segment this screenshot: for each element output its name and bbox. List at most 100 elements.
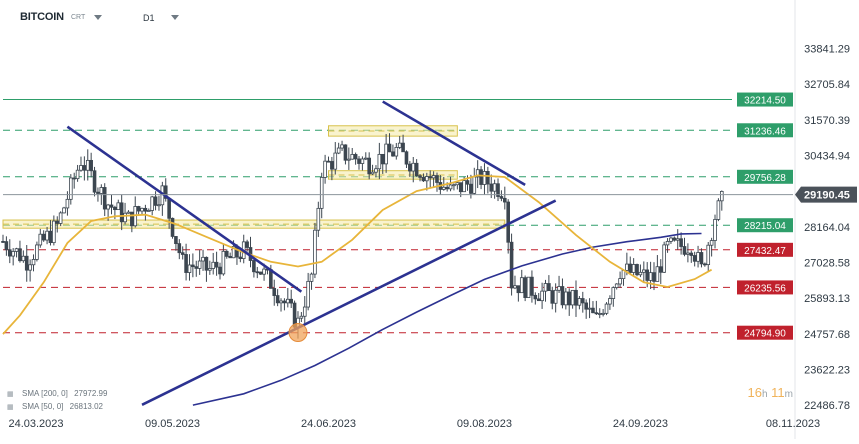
candle-body (523, 277, 527, 298)
indicator-value: 26813.02 (69, 402, 103, 411)
candle-body (665, 241, 670, 246)
candle-body (89, 159, 93, 172)
level-label: 32214.50 (744, 96, 786, 107)
candle-body (530, 276, 534, 296)
candle-body (567, 291, 572, 306)
candle-body (282, 300, 287, 304)
candle-body (408, 163, 412, 172)
candle-body (140, 207, 144, 212)
candle-body (377, 153, 382, 170)
candle-body (69, 177, 73, 200)
countdown-minutes-unit: m (784, 389, 793, 400)
candle-body (614, 283, 619, 288)
candle-body (106, 204, 110, 210)
candle-body (333, 152, 338, 170)
candle-body (611, 287, 616, 299)
candle-body (703, 263, 707, 266)
candle-body (113, 206, 117, 211)
candle-body (692, 255, 697, 262)
candle-body (570, 289, 575, 306)
price-axis[interactable] (795, 0, 859, 439)
candle-body (411, 162, 416, 172)
candle-body (48, 230, 53, 244)
candle-body (99, 187, 104, 194)
x-tick-label: 08.11.2023 (766, 418, 820, 430)
candle-body (628, 263, 633, 273)
level-label: 31236.46 (744, 126, 786, 137)
candle-body (286, 298, 290, 304)
visibility-icon[interactable]: ▦ (7, 391, 14, 398)
candle-body (289, 298, 293, 304)
indicator-legend-sma50[interactable]: ▦ SMA [50, 0] 26813.02 (7, 402, 103, 411)
y-tick-label: 33841.29 (804, 43, 850, 55)
candle-body (458, 182, 463, 193)
candle-body (472, 176, 477, 194)
candle-body (431, 175, 436, 179)
level-tag (737, 242, 793, 257)
candle-body (238, 256, 243, 259)
candle-body (126, 211, 131, 214)
candle-body (631, 264, 636, 273)
trendline[interactable] (382, 100, 526, 186)
current-price-label: 29190.45 (804, 190, 850, 202)
level-label: 27432.47 (744, 246, 786, 257)
level-tag (737, 280, 793, 295)
trendline[interactable] (141, 199, 557, 406)
candle-body (72, 177, 77, 180)
candle-body (462, 180, 466, 193)
candle-body (319, 177, 324, 209)
candle-body (418, 175, 422, 178)
indicator-legend-sma200[interactable]: ▦ SMA [200, 0] 27972.99 (7, 389, 107, 398)
trendline[interactable] (66, 125, 303, 293)
indicator-name: SMA (22, 389, 39, 398)
candle-body (401, 142, 405, 153)
candle-body (316, 207, 321, 231)
candle-body (540, 290, 544, 302)
candle-body (635, 264, 639, 276)
candle-body (299, 315, 304, 319)
candle-body (130, 211, 134, 227)
candle-body (384, 143, 388, 165)
candle-body (143, 207, 148, 212)
candle-body (255, 271, 260, 274)
current-price-tag (795, 186, 857, 203)
countdown-hours-unit: h (761, 389, 768, 400)
candle-body (221, 250, 226, 275)
series-line[interactable] (2, 174, 713, 335)
series-line[interactable] (192, 232, 702, 406)
candle-body (709, 240, 714, 246)
candle-body (679, 238, 683, 247)
visibility-icon[interactable]: ▦ (7, 404, 14, 411)
candle-body (191, 264, 195, 268)
candle-body (180, 252, 185, 255)
candle-body (658, 266, 663, 273)
candle-body (543, 283, 548, 292)
symbol-name[interactable]: BITCOIN (20, 11, 64, 23)
candle-body (604, 303, 609, 314)
candle-body (699, 252, 704, 265)
candle-body (536, 298, 541, 302)
timeframe-dropdown-icon[interactable] (171, 15, 179, 20)
candle-body (597, 313, 602, 315)
indicator-params: [200, 0] (41, 389, 68, 398)
candle-body (306, 280, 310, 308)
symbol-dropdown-icon[interactable] (94, 15, 102, 20)
timeframe-selector[interactable]: D1 (143, 13, 155, 23)
candle-body (428, 176, 433, 179)
candle-body (204, 256, 209, 271)
candle-body (719, 191, 724, 202)
candle-body (591, 307, 595, 314)
candle-body (533, 294, 538, 300)
candle-body (309, 273, 314, 282)
x-tick-label: 09.05.2023 (145, 418, 200, 430)
candle-body (343, 144, 348, 161)
candle-body (201, 256, 205, 262)
candle-body (123, 212, 127, 223)
candle-body (55, 220, 60, 224)
y-tick-label: 25893.13 (804, 293, 850, 305)
candle-body (553, 289, 558, 304)
candle-body (397, 142, 402, 148)
candle-body (65, 198, 70, 209)
